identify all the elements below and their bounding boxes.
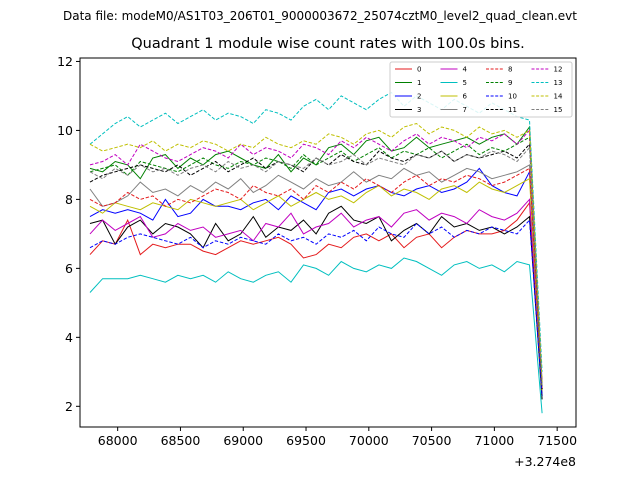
series-line-7 — [89, 164, 543, 390]
legend-label-15: 15 — [554, 106, 563, 114]
series-line-9 — [89, 136, 543, 386]
series-line-12 — [89, 129, 543, 383]
x-axis: 68000 68500 69000 69500 70000 70500 71000 71500 — [98, 427, 577, 448]
legend-label-11: 11 — [508, 106, 517, 114]
legend-label-0: 0 — [417, 66, 421, 74]
series-line-2 — [89, 167, 543, 397]
series-line-11 — [89, 142, 543, 390]
legend-label-8: 8 — [508, 66, 512, 74]
series-line-10 — [89, 218, 543, 397]
legend-label-4: 4 — [463, 66, 468, 74]
y-tick-label: 12 — [57, 54, 73, 69]
x-tick-label: 71500 — [537, 433, 577, 448]
y-tick-label: 10 — [57, 123, 73, 138]
chart-suptitle: Data file: modeM0/AS1T03_206T01_90000036… — [63, 9, 577, 23]
x-tick-label: 68500 — [161, 433, 201, 448]
series-line-6 — [89, 177, 543, 393]
legend-label-6: 6 — [463, 93, 468, 101]
series-line-3 — [89, 205, 543, 400]
series-line-15 — [89, 146, 543, 386]
legend-label-3: 3 — [417, 106, 421, 114]
y-tick-label: 6 — [65, 261, 73, 276]
series-line-14 — [89, 122, 543, 383]
legend-label-10: 10 — [508, 93, 517, 101]
series-line-4 — [89, 198, 543, 393]
plot-frame — [79, 57, 577, 428]
legend-box — [389, 61, 573, 118]
x-tick-label: 70500 — [412, 433, 452, 448]
x-offset-label: +3.274e8 — [514, 454, 576, 469]
series-line-8 — [89, 167, 543, 390]
y-axis: 2 4 6 8 10 12 — [57, 54, 80, 414]
x-tick-label: 69500 — [286, 433, 326, 448]
legend-label-14: 14 — [554, 93, 563, 101]
legend-label-13: 13 — [554, 79, 563, 87]
x-tick-label: 69000 — [223, 433, 263, 448]
legend-label-2: 2 — [417, 93, 421, 101]
legend-label-9: 9 — [508, 79, 512, 87]
x-tick-label: 71000 — [474, 433, 514, 448]
legend-label-1: 1 — [417, 79, 421, 87]
y-tick-label: 4 — [65, 330, 73, 345]
series-line-1 — [89, 125, 543, 386]
legend-label-7: 7 — [463, 106, 467, 114]
series-line-5 — [89, 257, 543, 414]
x-tick-label: 70000 — [349, 433, 389, 448]
x-tick-label: 68000 — [98, 433, 138, 448]
plot-lines — [89, 91, 543, 414]
series-line-0 — [89, 201, 543, 390]
legend-label-5: 5 — [463, 79, 467, 87]
y-tick-label: 8 — [65, 192, 73, 207]
y-tick-label: 2 — [65, 399, 73, 414]
chart-title: Quadrant 1 module wise count rates with … — [131, 36, 525, 52]
legend-label-12: 12 — [554, 66, 563, 74]
